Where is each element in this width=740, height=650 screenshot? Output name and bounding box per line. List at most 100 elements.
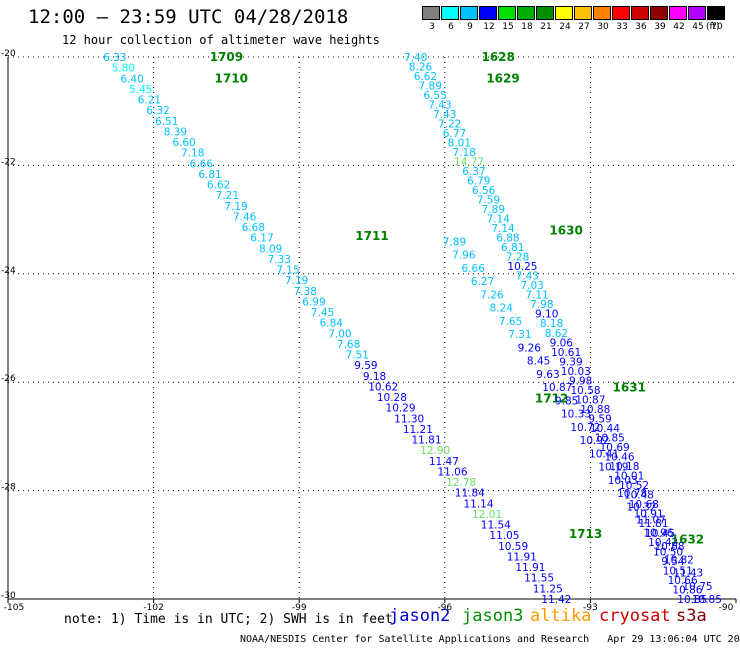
colorbar-label: 3 [429,22,435,32]
swh-value-label: 9.85 [555,395,578,407]
swh-value-label: 8.01 [448,138,471,150]
swh-value-label: 7.15 [276,265,299,277]
swh-value-label: 7.19 [224,201,247,213]
swh-value-label: 6.77 [443,128,466,140]
swh-value-label: 7.59 [477,195,500,207]
swh-value-label: 7.89 [443,236,466,248]
satellite-label-altika: altika [530,606,592,626]
time-label: 1711 [355,229,388,243]
swh-value-label: 10.96 [643,527,673,539]
satellite-label-cryosat: cryosat [599,606,671,626]
time-label: 1713 [569,527,602,541]
swh-value-label: 12.78 [446,477,476,489]
swh-value-label: 6.56 [472,185,496,197]
swh-value-label: 10.28 [377,392,407,404]
colorbar-label: 15 [502,22,514,32]
swh-value-label: 10.82 [664,554,694,566]
swh-value-label: 7.43 [433,109,456,121]
colorbar-unit: (ft) [706,22,720,32]
swh-value-label: 11.25 [533,583,563,595]
swh-value-label: 8.26 [409,62,433,74]
swh-value-label: 6.40 [120,73,143,85]
swh-value-label: 6.17 [250,233,273,245]
swh-value-label: 10.25 [507,261,537,273]
swh-value-label: 7.03 [520,280,543,292]
swh-value-label: 10.48 [624,489,654,501]
swh-value-label: 10.03 [561,366,591,378]
satellite-label-jason2: jason2 [389,606,451,626]
swh-value-label: 11.43 [673,568,703,580]
swh-value-label: 6.55 [423,90,446,102]
swh-value-label: 7.98 [530,299,553,311]
swh-value-label: 10.42 [648,537,678,549]
colorbar-label: 9 [467,22,473,32]
swh-value-label: 8.39 [164,126,187,138]
colorbar-swatch [555,6,573,20]
swh-value-label: 10.44 [590,423,620,435]
swh-value-label: 10.85 [595,432,625,444]
colorbar-swatch [460,6,478,20]
swh-value-label: 11.07 [636,515,666,527]
swh-value-label: 11.30 [394,413,424,425]
swh-value-label: 6.62 [207,180,230,192]
swh-value-label: 9.26 [518,342,542,354]
colorbar-label: 70 [711,22,723,32]
swh-value-label: 10.18 [609,461,639,473]
y-tick-label: -26 [1,374,16,384]
swh-value-label: 10.78 [617,488,647,500]
swh-value-label: 11.42 [541,594,571,606]
colorbar-swatch [422,6,440,20]
swh-value-label: 7.14 [486,214,510,226]
swh-value-label: 7.68 [337,339,360,351]
time-label: 1629 [486,72,519,86]
swh-value-label: 7.28 [506,252,529,264]
colorbar-label: 21 [540,22,552,32]
swh-value-label: 7.65 [499,316,522,328]
time-label: 1710 [215,72,248,86]
swh-value-label: 11.47 [429,456,459,468]
footer-credit: NOAA/NESDIS Center for Satellite Applica… [240,634,740,645]
swh-value-label: 11.21 [403,424,433,436]
x-tick-label: -102 [143,603,163,613]
swh-value-label: 9.06 [550,337,574,349]
colorbar-swatch [536,6,554,20]
swh-value-label: 6.51 [155,116,178,128]
swh-value-label: 10.62 [368,381,398,393]
swh-value-label: 5.45 [129,84,152,96]
colorbar-swatch [612,6,630,20]
swh-value-label: 10.33 [561,409,591,421]
swh-value-label: 10.88 [580,404,610,416]
swh-value-label: 11.91 [507,551,537,563]
colorbar-swatch [498,6,516,20]
colorbar-swatch [441,6,459,20]
swh-value-label: 7.26 [480,289,504,301]
swh-value-label: 10.85 [692,594,722,606]
swh-value-label: 10.52 [619,480,649,492]
swh-value-label: 7.38 [294,286,317,298]
swh-value-label: 10.91 [634,508,664,520]
colorbar-label: 33 [616,22,628,32]
colorbar-label: 24 [559,22,571,32]
swh-value-label: 7.45 [311,307,334,319]
swh-value-label: 11.05 [489,530,519,542]
time-label: 1712 [535,391,568,405]
swh-value-label: 6.62 [414,71,437,83]
x-tick-label: -96 [437,603,452,613]
swh-value-label: 11.14 [463,498,493,510]
colorbar-swatch [479,6,497,20]
swh-value-label: 7.14 [491,223,515,235]
swh-value-label: 7.89 [419,81,442,93]
time-label: 1628 [481,50,514,64]
colorbar-swatch [650,6,668,20]
swh-value-label: 9.10 [535,309,558,321]
swh-value-label: 8.45 [527,356,550,368]
swh-value-label: 10.51 [663,565,693,577]
swh-value-label: 10.19 [598,462,628,474]
x-tick-label: -93 [583,603,598,613]
swh-value-label: 10.88 [654,541,684,553]
swh-value-label: 8.24 [490,303,514,315]
page-title: 12:00 – 23:59 UTC 04/28/2018 [28,6,349,28]
x-tick-label: -90 [719,603,734,613]
swh-value-label: 9.18 [363,371,386,383]
swh-value-label: 11.91 [515,562,545,574]
